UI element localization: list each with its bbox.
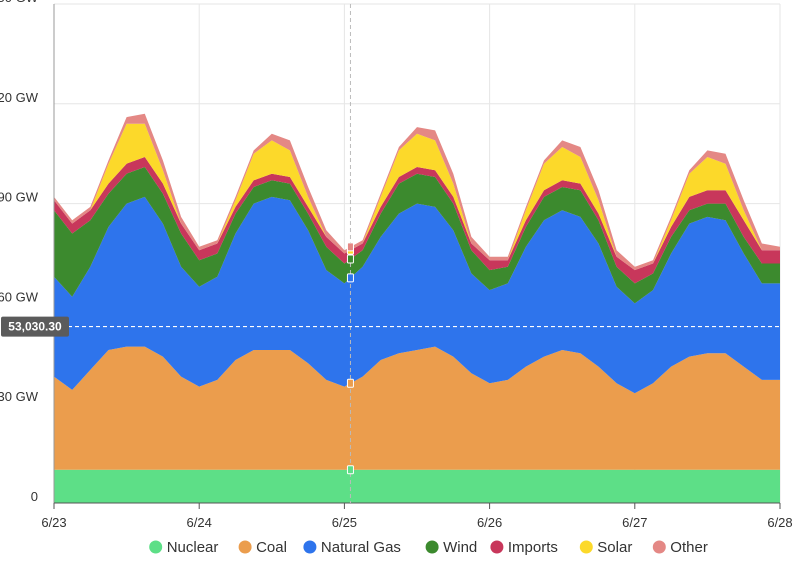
y-tick-label: 60 GW <box>0 289 39 304</box>
legend-label: Solar <box>597 539 632 556</box>
legend-item-natural-gas[interactable]: Natural Gas <box>303 539 401 556</box>
x-tick-label: 6/23 <box>41 515 66 530</box>
axes: 0 30 GW 60 GW 90 GW 120 GW 150 GW 6/23 6/24 6/25… <box>0 0 793 530</box>
legend-label: Natural Gas <box>321 539 401 556</box>
legend-swatch <box>652 540 666 554</box>
legend-swatch <box>238 540 252 554</box>
legend-item-other[interactable]: Other <box>652 539 708 556</box>
x-tick-label: 6/26 <box>477 515 502 530</box>
y-tick-label: 120 GW <box>0 90 39 105</box>
y-tick-label: 150 GW <box>0 0 39 5</box>
crosshair-value-label: 53,030.30 <box>8 320 62 334</box>
x-tick-label: 6/24 <box>187 515 212 530</box>
legend: Nuclear Coal Natural Gas Wind Imports Solar Ot… <box>149 539 708 556</box>
marker-wind <box>346 254 354 264</box>
marker-nuclear <box>346 465 354 475</box>
legend-item-coal[interactable]: Coal <box>238 539 287 556</box>
series-areas <box>54 113 780 503</box>
marker-other <box>346 242 354 252</box>
y-tick-label: 0 <box>31 489 38 504</box>
legend-swatch <box>425 540 439 554</box>
legend-swatch <box>490 540 504 554</box>
crosshair: 53,030.30 <box>1 4 780 503</box>
legend-label: Nuclear <box>167 539 219 556</box>
legend-item-wind[interactable]: Wind <box>425 539 478 556</box>
legend-swatch <box>579 540 593 554</box>
area-wind <box>54 167 780 304</box>
legend-label: Imports <box>508 539 558 556</box>
crosshair-value-badge <box>1 316 69 337</box>
area-imports <box>54 157 780 284</box>
legend-label: Wind <box>443 539 477 556</box>
legend-swatch <box>303 540 317 554</box>
y-tick-label: 30 GW <box>0 389 39 404</box>
y-tick-label: 90 GW <box>0 190 39 205</box>
legend-item-solar[interactable]: Solar <box>579 539 633 556</box>
marker-natural-gas <box>346 273 354 283</box>
area-nuclear <box>54 469 780 503</box>
legend-item-imports[interactable]: Imports <box>490 539 558 556</box>
x-tick-label: 6/25 <box>332 515 357 530</box>
marker-coal <box>346 378 354 388</box>
legend-swatch <box>149 540 163 554</box>
area-coal <box>54 346 780 470</box>
legend-label: Coal <box>256 539 287 556</box>
x-tick-label: 6/28 <box>767 515 792 530</box>
legend-label: Other <box>670 539 708 556</box>
area-natural-gas <box>54 196 780 394</box>
legend-item-nuclear[interactable]: Nuclear <box>149 539 218 556</box>
area-solar <box>54 123 780 271</box>
x-tick-label: 6/27 <box>622 515 647 530</box>
